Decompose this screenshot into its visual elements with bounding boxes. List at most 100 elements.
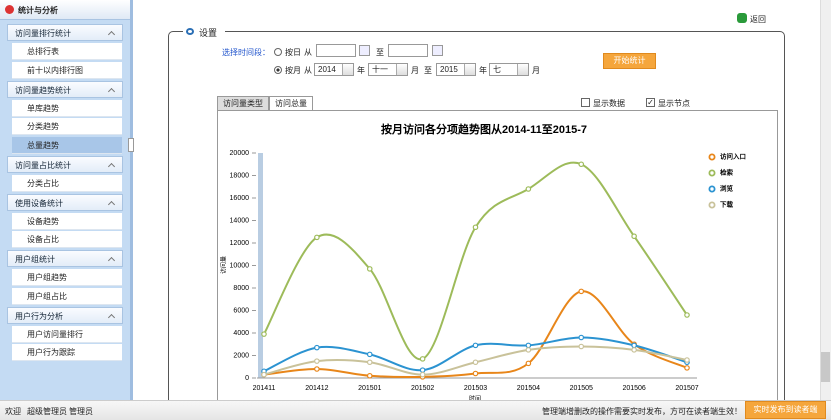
data-point: [472, 370, 479, 377]
role: 管理员: [69, 407, 93, 416]
legend-label: 下载: [720, 200, 734, 209]
legend-marker: [708, 153, 716, 161]
legend-marker: [708, 185, 716, 193]
menu-item[interactable]: 用户访问量排行: [12, 325, 122, 343]
legend-bg: [183, 25, 225, 37]
menu-item[interactable]: 用户组占比: [12, 287, 122, 305]
collapse-toggle[interactable]: [128, 138, 134, 152]
data-point: [631, 347, 637, 353]
menu-group[interactable]: 用户行为分析: [7, 306, 123, 324]
start-month[interactable]: 十一: [368, 63, 408, 76]
series-line: [263, 161, 688, 360]
radio-month[interactable]: [274, 66, 282, 74]
menu-group[interactable]: 访问量占比统计: [7, 155, 123, 173]
sidebar-icon: [5, 5, 14, 14]
menu-item[interactable]: 总量趋势: [12, 136, 122, 154]
end-year[interactable]: 2015: [436, 63, 476, 76]
data-point: [261, 371, 267, 378]
menu-group[interactable]: 访问量排行统计: [7, 24, 123, 41]
back-icon[interactable]: [737, 13, 747, 23]
y-tick-label: 20000: [230, 150, 250, 157]
data-point: [578, 161, 585, 168]
range-bar: [258, 153, 263, 378]
menu-group[interactable]: 用户组统计: [7, 250, 123, 267]
option-label: 显示节点: [658, 99, 690, 108]
y-tick-label: 14000: [230, 217, 250, 224]
data-point: [366, 351, 373, 358]
calendar-icon[interactable]: [359, 45, 370, 56]
menu-group[interactable]: 访问量趋势统计: [7, 80, 123, 98]
data-point: [314, 358, 320, 364]
series-line: [263, 290, 688, 379]
x-tick-label: 201505: [570, 385, 593, 392]
data-point: [525, 347, 532, 353]
y-tick-label: 4000: [233, 330, 249, 337]
checkbox-checked[interactable]: ✓: [646, 98, 655, 107]
from-label: 从: [304, 66, 312, 75]
legend-marker: [708, 169, 716, 177]
scrollbar-thumb[interactable]: [821, 352, 830, 382]
publish-button[interactable]: 实时发布到读者端: [745, 401, 826, 419]
x-tick-label: 201502: [411, 385, 434, 392]
menu-group[interactable]: 使用设备统计: [7, 193, 123, 211]
x-tick-label: 201412: [305, 385, 328, 392]
start-year[interactable]: 2014: [314, 63, 354, 76]
by-day: 按日: [285, 48, 301, 57]
splitter[interactable]: [130, 0, 133, 400]
data-point: [472, 342, 479, 349]
data-point: [684, 357, 690, 363]
year-label: 年: [479, 66, 487, 75]
menu-item[interactable]: 设备占比: [12, 231, 122, 248]
y-tick-label: 18000: [230, 172, 250, 179]
calendar-icon[interactable]: [432, 45, 443, 56]
sidebar-header: [0, 0, 130, 20]
sidebar: 统计与分析 访问量排行统计 总排行表 前十以内排行图 访问量趋势统计 单库趋势 分类趋势总…: [0, 0, 130, 400]
back-link[interactable]: 返回: [750, 15, 766, 24]
data-point: [578, 288, 585, 295]
from-label: 从: [304, 48, 312, 57]
x-tick-label: 201504: [517, 385, 540, 392]
tab-active[interactable]: 访问量类型: [217, 96, 269, 110]
data-point: [472, 359, 479, 366]
option-label: 显示数据: [593, 99, 625, 108]
legend-label: 浏览: [720, 184, 734, 193]
data-point: [631, 342, 637, 349]
scrollbar[interactable]: [820, 0, 831, 400]
data-point: [366, 266, 373, 272]
menu-item[interactable]: 用户组趋势: [12, 269, 122, 286]
y-tick-label: 2000: [233, 352, 249, 359]
x-tick-label: 201501: [358, 385, 381, 392]
y-tick-label: 12000: [230, 240, 250, 247]
month-label: 月: [411, 66, 419, 75]
data-point: [419, 371, 426, 378]
x-tick-label: 201503: [464, 385, 487, 392]
data-point: [525, 342, 532, 349]
menu-item[interactable]: 前十以内排行图: [12, 61, 122, 79]
menu-item[interactable]: 单库趋势: [12, 99, 122, 117]
data-point: [684, 365, 690, 371]
y-tick-label: 10000: [230, 262, 250, 269]
menu-item[interactable]: 分类占比: [12, 174, 122, 192]
y-tick-label: 16000: [230, 195, 250, 202]
chart: 按月访问各分项趋势图从2014-11至2015-7 访问量 时间 0 2000 40…: [217, 110, 778, 400]
data-point: [261, 331, 267, 337]
period-label: 选择时间段：: [222, 48, 270, 57]
y-tick-label: 8000: [233, 285, 249, 292]
to-label: 至: [376, 48, 384, 57]
end-month[interactable]: 七: [489, 63, 529, 76]
data-point: [314, 234, 320, 241]
radio-day[interactable]: [274, 48, 282, 56]
menu-item[interactable]: 设备趋势: [12, 212, 122, 230]
data-point: [684, 312, 690, 318]
tab[interactable]: 访问总量: [269, 96, 313, 110]
checkbox[interactable]: [581, 98, 590, 107]
menu-item[interactable]: 总排行表: [12, 43, 122, 60]
data-point: [631, 233, 637, 240]
data-point: [472, 224, 479, 231]
date-end[interactable]: [388, 44, 428, 57]
menu-item[interactable]: 分类趋势: [12, 118, 122, 135]
date-start[interactable]: [316, 44, 356, 57]
start-button[interactable]: 开始统计: [603, 53, 656, 69]
menu-item[interactable]: 用户行为跟踪: [12, 344, 122, 361]
